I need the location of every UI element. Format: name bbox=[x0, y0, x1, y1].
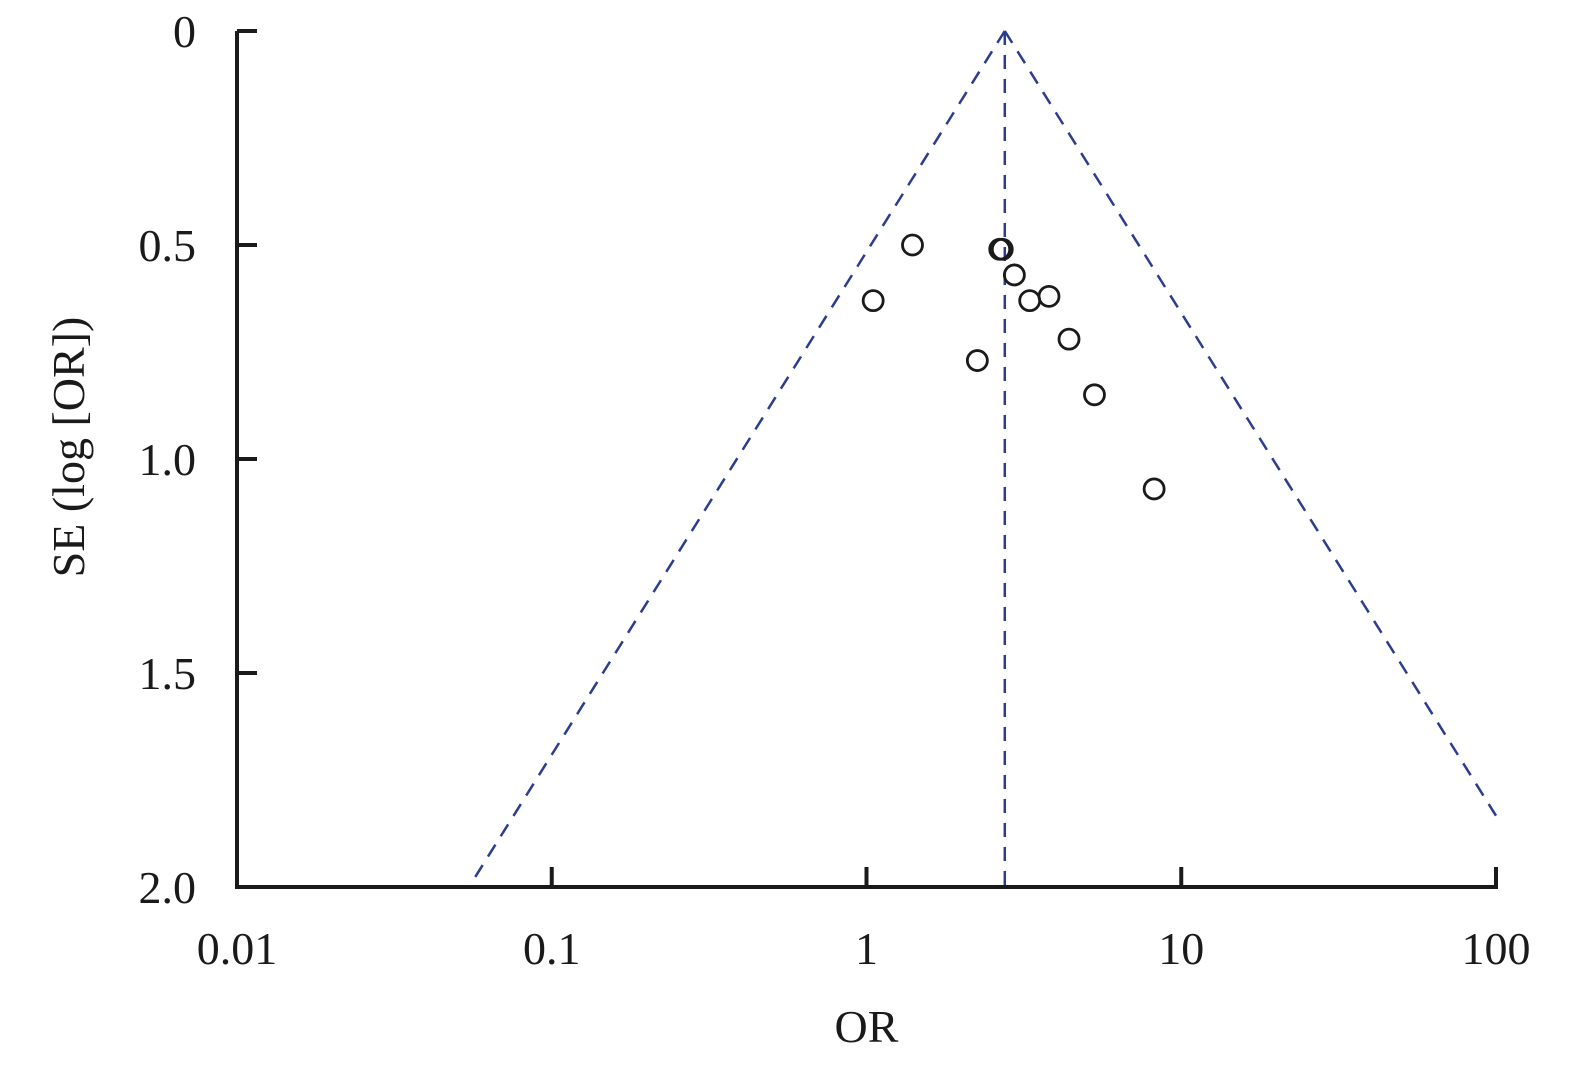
x-tick-label: 0.01 bbox=[197, 923, 278, 974]
data-point bbox=[1057, 327, 1081, 351]
y-tick-label: 2.0 bbox=[139, 862, 197, 913]
x-axis-title: OR bbox=[835, 1001, 899, 1052]
funnel-lines bbox=[467, 30, 1498, 888]
y-tick-label: 1.0 bbox=[139, 434, 197, 485]
x-tick-label: 0.1 bbox=[523, 923, 581, 974]
data-point bbox=[1037, 284, 1061, 308]
data-point bbox=[1002, 263, 1026, 287]
data-point bbox=[1018, 289, 1042, 313]
data-point bbox=[1083, 383, 1106, 407]
y-axis-title: SE (log [OR]) bbox=[43, 317, 94, 578]
y-tick-label: 0 bbox=[173, 6, 196, 57]
data-point bbox=[1142, 477, 1166, 501]
y-tick-label: 1.5 bbox=[139, 648, 197, 699]
y-tick-label: 0.5 bbox=[139, 220, 197, 271]
x-tick-label: 100 bbox=[1462, 923, 1531, 974]
x-tick-label: 10 bbox=[1158, 923, 1204, 974]
data-point bbox=[965, 349, 989, 372]
funnel-left-limit bbox=[467, 30, 1006, 888]
funnel-right-limit bbox=[1003, 30, 1498, 817]
data-points bbox=[861, 233, 1166, 501]
x-tick-label: 1 bbox=[855, 923, 878, 974]
data-point bbox=[901, 233, 924, 257]
tick-labels: 0 0.5 1.0 1.5 2.00.01 0.1 1 10 100 bbox=[139, 6, 1531, 974]
axes bbox=[235, 29, 1498, 889]
data-point bbox=[990, 237, 1014, 261]
data-point bbox=[861, 289, 885, 313]
